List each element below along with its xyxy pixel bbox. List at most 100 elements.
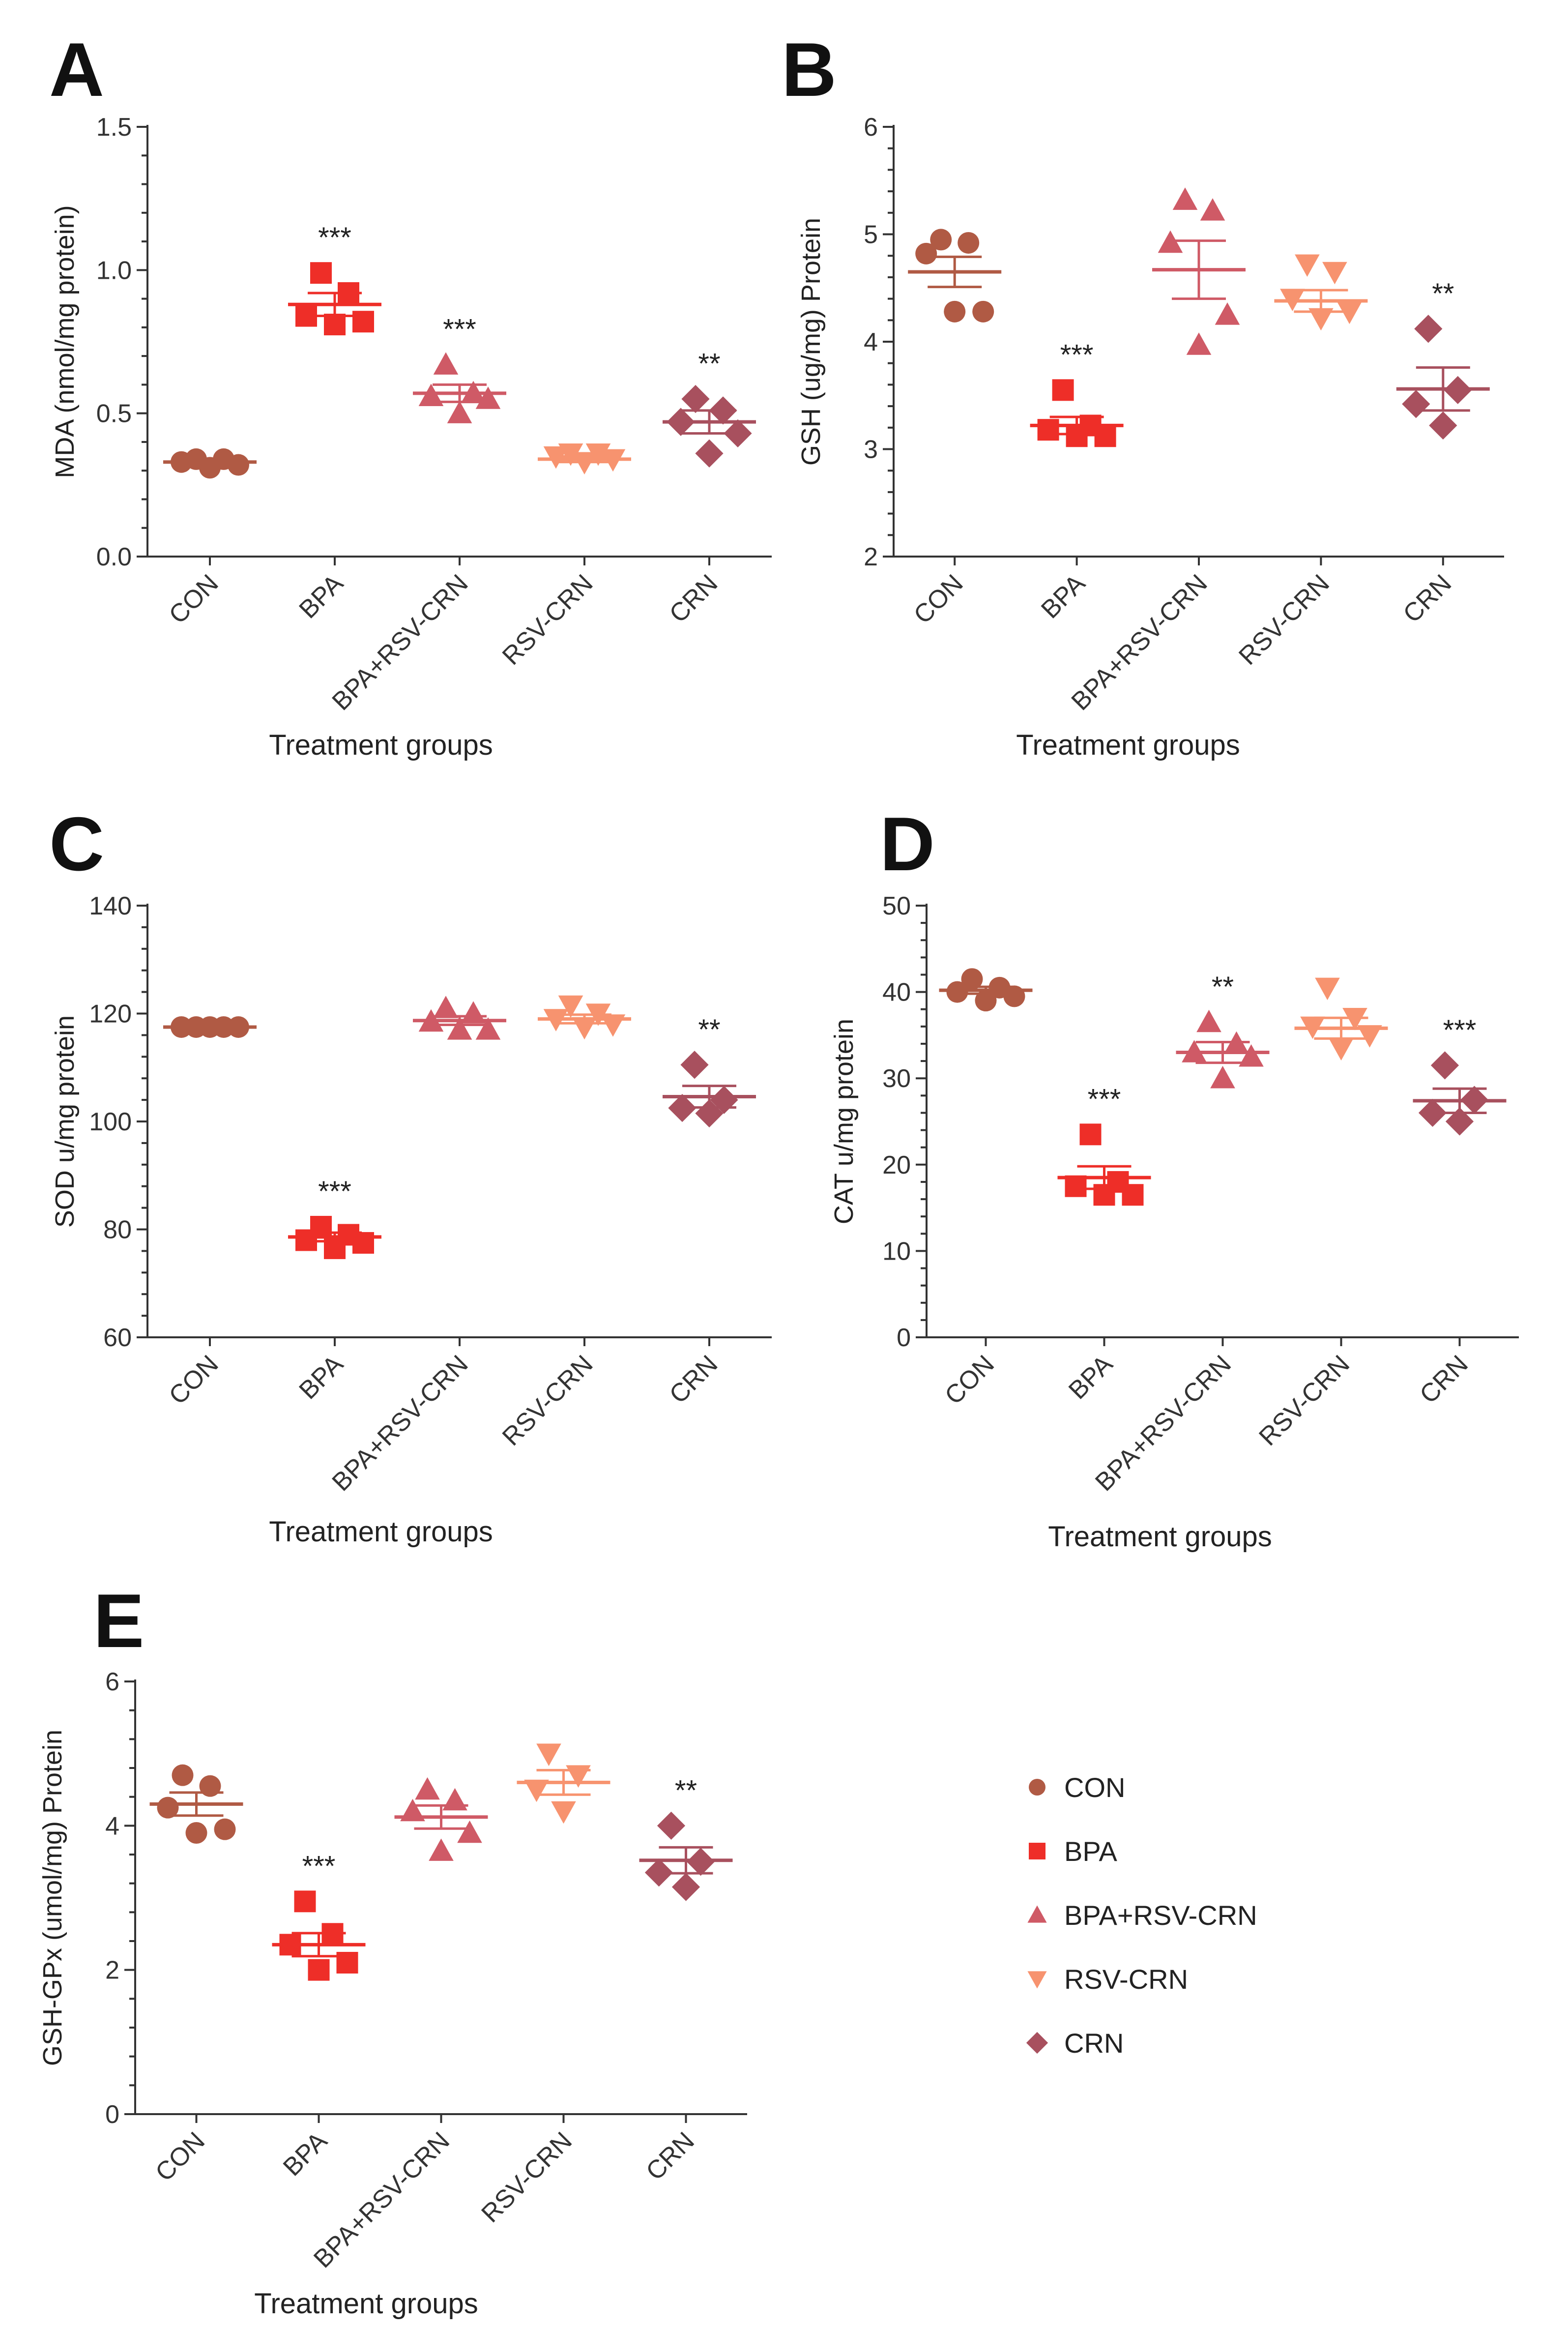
x-tick-label: BPA+RSV-CRN	[327, 569, 474, 716]
group-con	[163, 1016, 257, 1038]
panel-a: A 0.0 0.5 1.0 1.5 MDA (nmol/mg protein) CON BPA…	[49, 27, 772, 761]
data-point	[1052, 379, 1074, 401]
data-point	[457, 1820, 482, 1843]
legend-marker	[1026, 2032, 1048, 2054]
data-point	[551, 1801, 576, 1824]
data-point	[1158, 230, 1183, 253]
y-axis-label: CAT u/mg protein	[829, 1019, 859, 1224]
legend-marker	[1029, 1779, 1045, 1796]
data-point	[429, 1838, 454, 1861]
y-tick-label: 5	[864, 221, 878, 249]
group-bpa: ***	[288, 1176, 381, 1259]
data-point	[536, 1743, 561, 1766]
x-tick-label: CRN	[664, 569, 724, 628]
data-point	[1329, 1038, 1354, 1061]
y-tick-label: 0.0	[96, 543, 132, 571]
data-point	[1308, 308, 1334, 331]
data-point	[681, 384, 710, 413]
data-point	[185, 1822, 207, 1844]
data-point	[1414, 315, 1443, 343]
y-tick-label: 120	[89, 1000, 132, 1029]
data-point	[475, 386, 501, 409]
data-point	[352, 311, 374, 333]
data-point	[1037, 419, 1059, 441]
legend-label: BPA+RSV-CRN	[1064, 1900, 1257, 1931]
significance-label: **	[1212, 971, 1234, 1003]
data-point	[566, 1765, 591, 1788]
x-tick-label: RSV-CRN	[497, 1350, 598, 1451]
data-point	[930, 229, 952, 251]
data-point	[1430, 1051, 1459, 1080]
data-point	[442, 1788, 467, 1811]
y-tick-label: 40	[882, 978, 911, 1007]
data-point	[695, 439, 724, 468]
data-point	[1337, 301, 1362, 324]
significance-label: **	[698, 1014, 720, 1046]
x-tick-label: CON	[164, 1350, 224, 1410]
data-point	[946, 981, 968, 1003]
y-tick-label: 4	[864, 328, 878, 356]
x-axis-label: Treatment groups	[269, 729, 493, 761]
panel-label: A	[49, 27, 104, 112]
y-tick-label: 2	[864, 543, 878, 571]
legend-item: BPA	[1029, 1836, 1118, 1867]
y-tick-label: 0.5	[96, 400, 132, 428]
data-point	[461, 1001, 486, 1024]
y-tick-label: 0	[897, 1324, 911, 1352]
x-tick-label: RSV-CRN	[476, 2126, 577, 2228]
legend-item: BPA+RSV-CRN	[1027, 1900, 1257, 1931]
data-point	[433, 996, 459, 1018]
data-point	[1342, 1008, 1367, 1031]
data-point	[972, 300, 994, 323]
x-tick-label: BPA	[1063, 1350, 1118, 1405]
data-point	[157, 1797, 179, 1819]
data-point	[415, 1777, 440, 1800]
y-tick-label: 3	[864, 436, 878, 464]
y-axis-label: GSH-GPx (umol/mg) Protein	[38, 1730, 67, 2066]
x-tick-label: CRN	[1414, 1350, 1474, 1409]
significance-label: **	[675, 1774, 697, 1806]
y-tick-label: 10	[882, 1237, 911, 1266]
group-con	[163, 448, 257, 479]
group-crn: **	[639, 1774, 733, 1901]
y-tick-label: 60	[103, 1324, 132, 1352]
panel-label: B	[782, 27, 837, 112]
group-con	[939, 968, 1033, 1012]
group-bpa: ***	[1030, 339, 1124, 447]
data-point	[1094, 425, 1116, 447]
x-tick-label: BPA	[294, 1350, 349, 1405]
x-tick-label: BPA+RSV-CRN	[327, 1350, 474, 1497]
data-point	[1239, 1044, 1264, 1067]
data-point	[308, 1959, 330, 1981]
data-point	[1196, 1009, 1221, 1032]
data-point	[475, 1017, 501, 1040]
data-point	[447, 1017, 472, 1040]
group-crn: **	[663, 348, 756, 468]
data-point	[585, 443, 611, 466]
significance-label: ***	[1088, 1083, 1121, 1115]
group-crn: **	[1396, 278, 1490, 440]
y-axis-label: MDA (nmol/mg protein)	[50, 205, 80, 478]
legend-marker	[1027, 1905, 1047, 1923]
x-tick-label: RSV-CRN	[1253, 1350, 1355, 1451]
data-point	[944, 300, 966, 323]
data-point	[1079, 1123, 1102, 1146]
x-tick-label: CRN	[1398, 569, 1457, 628]
group-rsv-crn	[1274, 254, 1368, 331]
y-tick-label: 4	[105, 1812, 119, 1840]
data-point	[1445, 1107, 1474, 1136]
legend-item: CRN	[1026, 2028, 1124, 2059]
legend-marker	[1027, 1971, 1047, 1989]
group-bpa-rsv-crn	[1152, 187, 1246, 355]
y-tick-label: 0	[105, 2100, 119, 2129]
legend-label: RSV-CRN	[1064, 1964, 1188, 1995]
legend: CON BPA BPA+RSV-CRN RSV-CRN CRN	[1026, 1772, 1257, 2059]
legend-label: CRN	[1064, 2028, 1124, 2059]
group-bpa-rsv-crn	[413, 996, 506, 1040]
data-point	[1215, 302, 1240, 325]
data-point	[1122, 1184, 1144, 1206]
group-con	[908, 229, 1002, 323]
y-axis-label: GSH (ug/mg) Protein	[796, 218, 826, 466]
data-point	[310, 262, 332, 284]
significance-label: ***	[318, 222, 351, 254]
